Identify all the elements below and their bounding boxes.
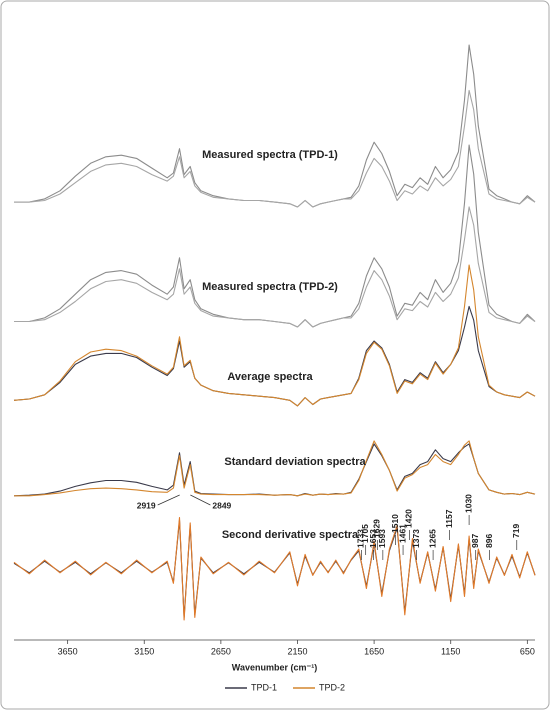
peak-label: 2919 <box>137 500 156 510</box>
x-tick-label: 650 <box>520 646 535 656</box>
spectrum-line <box>13 517 536 621</box>
peak-label: 2849 <box>212 500 231 510</box>
panel-title: Standard deviation spectra <box>224 456 366 468</box>
peak-label: 1653 <box>368 529 378 548</box>
leader-line <box>190 494 211 506</box>
x-tick-label: 2150 <box>287 646 307 656</box>
peak-label: 1420 <box>404 509 414 528</box>
x-tick-label: 3150 <box>134 646 154 656</box>
panel-title: Second derivative spectra <box>222 529 359 541</box>
peak-label: 987 <box>470 534 480 548</box>
spectrum-line <box>14 440 536 497</box>
legend-label: TPD-1 <box>251 682 277 692</box>
peak-label: 1733 <box>356 529 366 548</box>
peak-label: 1157 <box>444 509 454 528</box>
spectrum-line <box>13 264 536 407</box>
x-tick-label: 2650 <box>211 646 231 656</box>
spectrum-line <box>14 89 536 208</box>
panel-title: Measured spectra (TPD-2) <box>202 281 338 293</box>
peak-label: 1030 <box>463 494 473 513</box>
panel-title: Measured spectra (TPD-1) <box>202 149 338 161</box>
peak-label: 1510 <box>390 514 400 533</box>
peak-label: 1705 <box>360 524 370 543</box>
peak-label: 1461 <box>397 524 407 543</box>
x-tick-label: 3650 <box>58 646 78 656</box>
x-tick-label: 1150 <box>441 646 460 656</box>
legend-label: TPD-2 <box>319 682 345 692</box>
peak-label: 1265 <box>427 529 437 548</box>
peak-label: 896 <box>484 534 494 548</box>
x-axis-label: Wavenumber (cm⁻¹) <box>232 662 317 672</box>
leader-line <box>157 494 180 506</box>
peak-label: 1373 <box>411 529 421 548</box>
spectrum-line <box>14 206 536 328</box>
peak-label: 719 <box>511 524 521 538</box>
x-tick-label: 1650 <box>364 646 384 656</box>
peak-label: 1593 <box>377 529 387 548</box>
peak-label: 1629 <box>372 519 382 538</box>
panel-title: Average spectra <box>227 371 313 383</box>
